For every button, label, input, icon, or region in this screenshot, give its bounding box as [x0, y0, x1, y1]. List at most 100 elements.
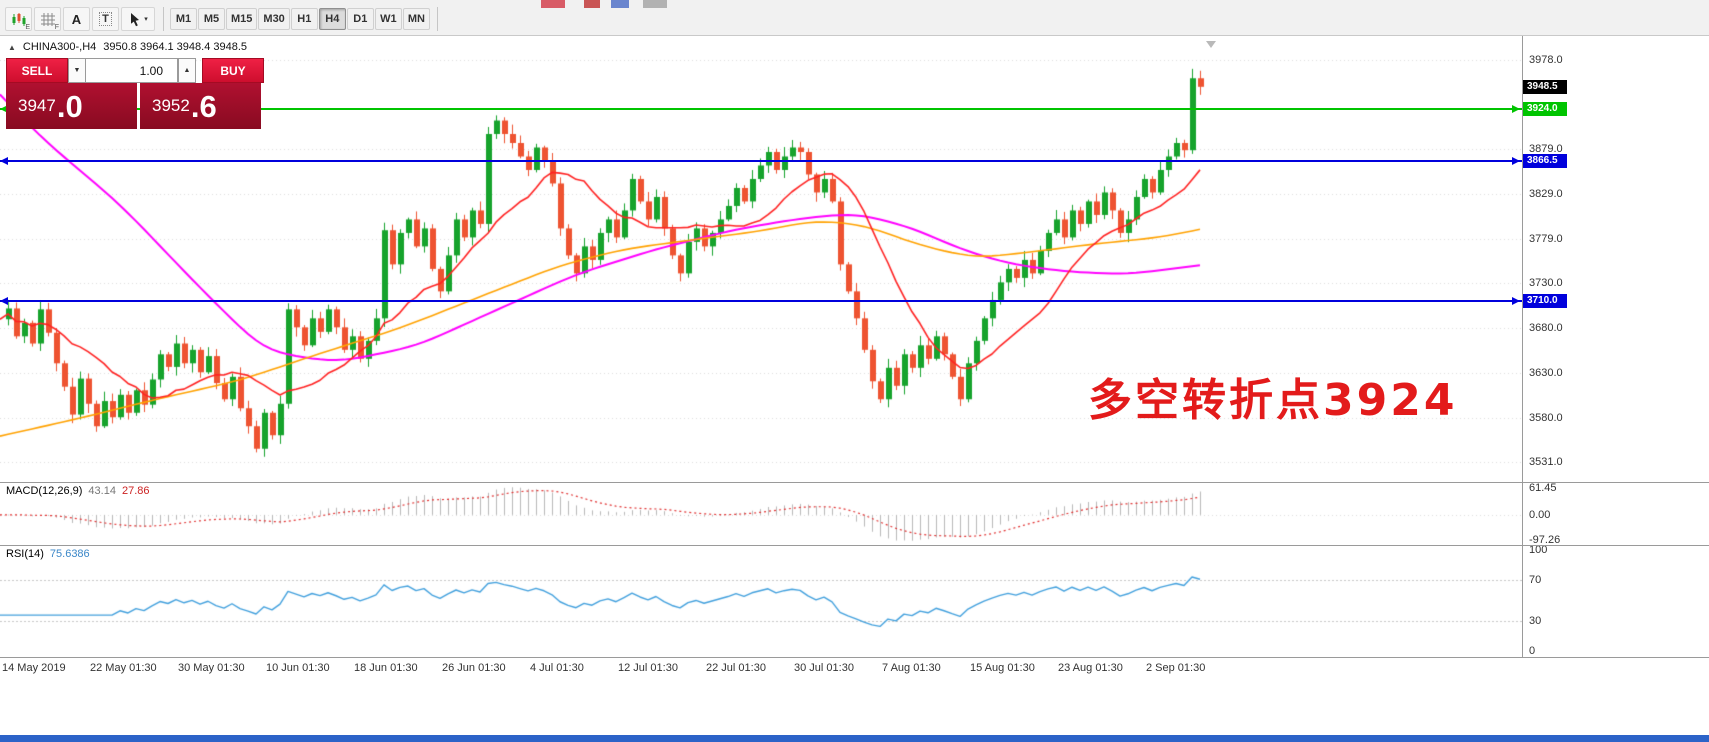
price-chart-panel: ▲ CHINA300-,H4 3950.8 3964.1 3948.4 3948…	[0, 36, 1522, 482]
symbol-period-label: CHINA300-,H4	[22, 41, 97, 53]
grid-glyph	[40, 12, 55, 26]
volume-input[interactable]	[86, 58, 178, 83]
level-price-tag: 3866.5	[1523, 153, 1567, 168]
ohlc-values: 3950.8 3964.1 3948.4 3948.5	[103, 41, 248, 53]
horizontal-level-line[interactable]	[0, 107, 1522, 110]
time-axis-label: 2 Sep 01:30	[1146, 662, 1206, 674]
timeframe-button-h4[interactable]: H4	[318, 8, 346, 30]
time-axis-label: 14 May 2019	[2, 662, 66, 674]
rsi-axis-label: 70	[1529, 574, 1542, 587]
macd-indicator-panel: MACD(12,26,9) 43.14 27.86	[0, 482, 1522, 545]
collapse-trade-panel-icon[interactable]: ▲	[8, 42, 16, 52]
clipped-toolbar-icon-fragment	[584, 0, 600, 8]
sell-price-display[interactable]: 3947.0	[6, 83, 137, 129]
price-axis-label: 3680.0	[1529, 322, 1563, 335]
time-axis-label: 10 Jun 01:30	[266, 662, 330, 674]
time-axis-label: 30 May 01:30	[178, 662, 245, 674]
level-price-tag: 3710.0	[1523, 294, 1567, 309]
rsi-axis-label: 30	[1529, 614, 1542, 627]
chevron-down-icon: ▾	[144, 16, 148, 23]
sell-price-main: 3947	[18, 96, 56, 115]
level-line-right-arrow-icon	[1512, 104, 1520, 113]
rsi-chart-canvas[interactable]	[0, 546, 1522, 656]
cursor-arrow-glyph	[131, 12, 140, 26]
price-axis-label: 3829.0	[1529, 188, 1563, 201]
text-label-icon[interactable]: A	[63, 7, 90, 31]
timeframe-button-m15[interactable]: M15	[226, 8, 258, 30]
current-price-tag: 3948.5	[1523, 79, 1567, 94]
macd-main-value: 43.14	[88, 485, 116, 497]
price-axis-label: 3630.0	[1529, 367, 1563, 380]
time-axis-label: 15 Aug 01:30	[970, 662, 1035, 674]
time-axis-label: 12 Jul 01:30	[618, 662, 678, 674]
candles-glyph	[12, 12, 25, 26]
chart-window: ▲ CHINA300-,H4 3950.8 3964.1 3948.4 3948…	[0, 36, 1709, 742]
time-axis: 14 May 2019 22 May 01:30 30 May 01:30 10 Ju…	[0, 657, 1522, 683]
rsi-indicator-panel: RSI(14) 75.6386	[0, 545, 1522, 657]
time-axis-label: 22 Jul 01:30	[706, 662, 766, 674]
price-axis-line	[1522, 36, 1523, 657]
one-click-trading-panel: SELL ▼ ▲ BUY 3947.0 3952.6	[6, 58, 264, 129]
timeframe-button-m5[interactable]: M5	[198, 8, 225, 30]
sell-button[interactable]: SELL	[6, 58, 68, 83]
toolbar-separator	[436, 7, 438, 31]
timeframe-button-m1[interactable]: M1	[170, 8, 197, 30]
cursor-tool-icon[interactable]: ▾	[121, 7, 155, 31]
chart-annotation-text: 多空转折点3924	[1088, 375, 1458, 426]
clipped-toolbar-icon-fragment	[643, 0, 667, 8]
volume-dropdown-button[interactable]: ▼	[68, 58, 86, 83]
time-axis-label: 22 May 01:30	[90, 662, 157, 674]
buy-button[interactable]: BUY	[202, 58, 264, 83]
icon-subscript: E	[25, 24, 30, 31]
macd-header: MACD(12,26,9) 43.14 27.86	[6, 485, 149, 497]
price-axis-label: 3730.0	[1529, 277, 1563, 290]
volume-increase-button[interactable]: ▲	[178, 58, 196, 83]
rsi-label: RSI(14)	[6, 548, 44, 560]
toolbar-separator	[163, 7, 164, 31]
timeframe-button-m30[interactable]: M30	[258, 8, 290, 30]
macd-chart-canvas[interactable]	[0, 483, 1522, 545]
price-axis-label: 3779.0	[1529, 233, 1563, 246]
text-box-icon[interactable]: T	[92, 7, 119, 31]
time-axis-label: 4 Jul 01:30	[530, 662, 584, 674]
macd-label: MACD(12,26,9)	[6, 485, 83, 497]
timeframe-button-w1[interactable]: W1	[374, 8, 402, 30]
horizontal-level-line[interactable]	[0, 300, 1522, 303]
macd-signal-value: 27.86	[121, 485, 150, 497]
buy-price-display[interactable]: 3952.6	[140, 83, 261, 129]
time-axis-label: 30 Jul 01:30	[794, 662, 854, 674]
panel-divider-handle[interactable]	[0, 657, 1709, 658]
trade-controls-row: SELL ▼ ▲ BUY	[6, 58, 264, 83]
panel-divider-handle[interactable]	[0, 545, 1709, 546]
rsi-axis-label: 0	[1529, 644, 1536, 657]
clipped-toolbar-icon-fragment	[541, 0, 565, 8]
grid-icon[interactable]: F	[34, 7, 61, 31]
icon-subscript: F	[54, 24, 59, 31]
macd-axis-label: 61.45	[1529, 482, 1557, 494]
rsi-header: RSI(14) 75.6386	[6, 548, 90, 560]
rsi-value: 75.6386	[49, 548, 90, 560]
time-axis-label: 26 Jun 01:30	[442, 662, 506, 674]
rsi-axis-label: 100	[1529, 544, 1548, 557]
level-line-right-arrow-icon	[1512, 297, 1520, 306]
chart-header: ▲ CHINA300-,H4 3950.8 3964.1 3948.4 3948…	[8, 41, 247, 53]
candles-chart-icon[interactable]: E	[5, 7, 32, 31]
panel-divider-handle[interactable]	[0, 482, 1709, 483]
buy-price-main: 3952	[152, 96, 190, 115]
timeframe-button-mn[interactable]: MN	[402, 8, 430, 30]
trade-prices-row: 3947.0 3952.6	[6, 83, 264, 129]
time-axis-label: 18 Jun 01:30	[354, 662, 418, 674]
level-price-tag: 3924.0	[1523, 101, 1567, 116]
macd-axis-label: -97.26	[1529, 534, 1561, 546]
top-toolbar: E F A T ▾ M1 M5 M15 M30 H1 H4 D1 W1 MN	[0, 0, 1709, 36]
timeframe-button-d1[interactable]: D1	[346, 8, 374, 30]
level-line-right-arrow-icon	[1512, 156, 1520, 165]
bottom-window-edge	[0, 735, 1709, 742]
timeframe-button-h1[interactable]: H1	[290, 8, 318, 30]
chart-shift-marker-icon[interactable]	[1206, 41, 1216, 48]
macd-axis-label: 0.00	[1529, 508, 1551, 521]
letter-a-glyph: A	[71, 11, 82, 27]
timeframe-buttons-group: M1 M5 M15 M30 H1 H4 D1 W1 MN	[170, 8, 431, 30]
clipped-toolbar-icon-fragment	[611, 0, 629, 8]
horizontal-level-line[interactable]	[0, 159, 1522, 162]
